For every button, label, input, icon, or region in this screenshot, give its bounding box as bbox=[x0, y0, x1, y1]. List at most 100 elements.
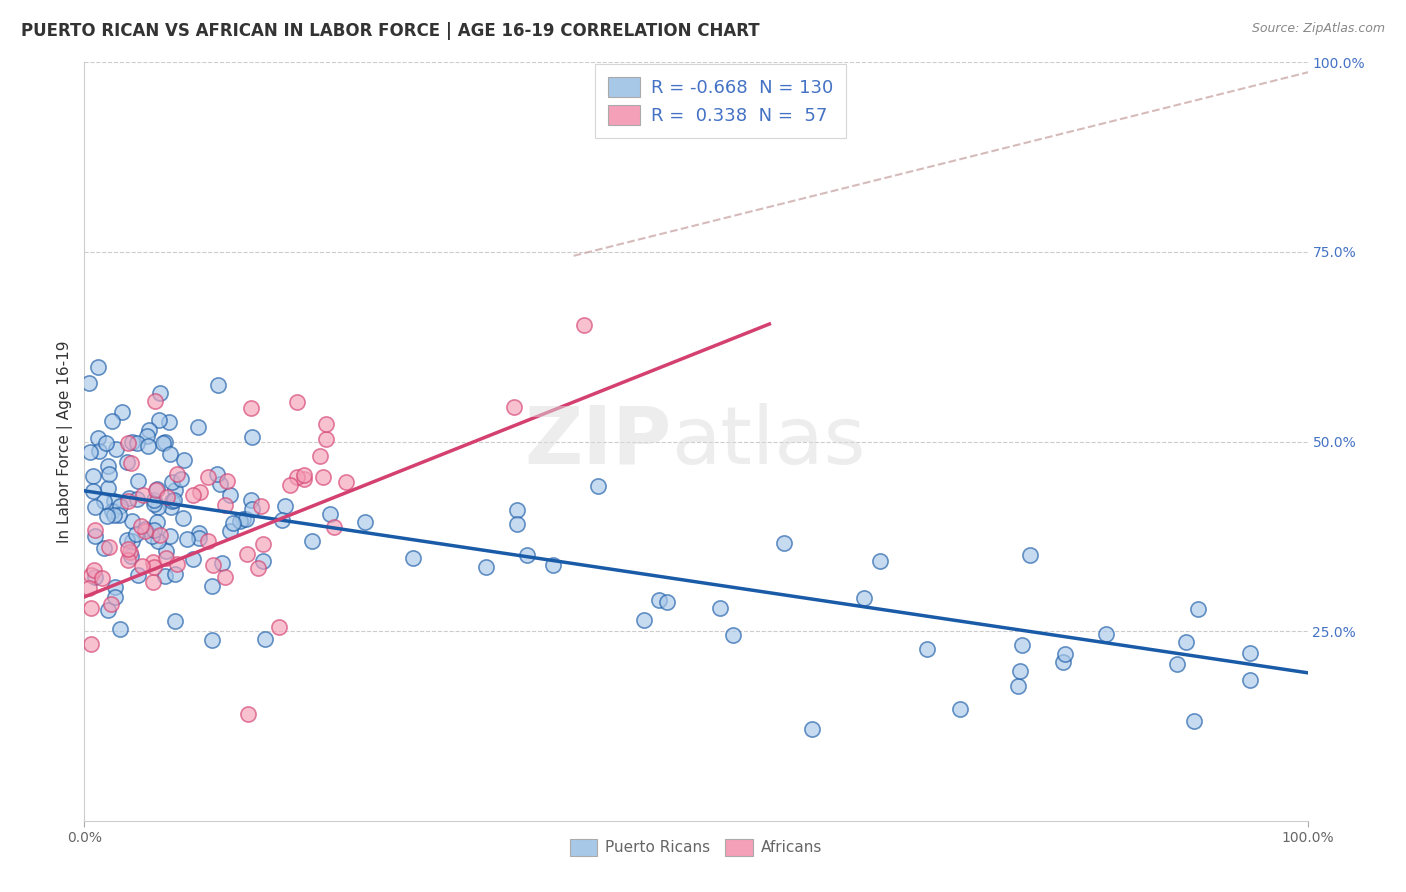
Point bbox=[402, 551, 425, 566]
Point bbox=[87, 359, 110, 374]
Point bbox=[146, 533, 169, 548]
Y-axis label: In Labor Force | Age 16-19: In Labor Force | Age 16-19 bbox=[58, 340, 73, 543]
Point bbox=[80, 600, 103, 615]
Point bbox=[141, 529, 163, 543]
Point bbox=[201, 633, 224, 648]
Point bbox=[97, 481, 120, 495]
Point bbox=[240, 492, 263, 507]
Point bbox=[82, 468, 104, 483]
Point bbox=[149, 386, 172, 401]
Point bbox=[142, 555, 165, 569]
Point bbox=[292, 472, 315, 486]
Legend: Puerto Ricans, Africans: Puerto Ricans, Africans bbox=[564, 832, 828, 863]
Point bbox=[142, 575, 165, 590]
Point bbox=[172, 511, 194, 525]
Point bbox=[852, 591, 875, 605]
Point bbox=[197, 534, 219, 549]
Point bbox=[1054, 647, 1077, 661]
Point bbox=[159, 529, 181, 543]
Point bbox=[160, 493, 183, 508]
Point bbox=[240, 502, 263, 516]
Point bbox=[312, 470, 335, 484]
Point bbox=[1166, 657, 1188, 672]
Point bbox=[236, 547, 259, 561]
Point bbox=[125, 527, 148, 541]
Point bbox=[217, 474, 239, 488]
Point bbox=[335, 475, 357, 489]
Point bbox=[165, 566, 187, 581]
Point bbox=[117, 494, 139, 508]
Point bbox=[111, 405, 134, 419]
Point bbox=[214, 569, 236, 583]
Point bbox=[77, 376, 100, 390]
Point bbox=[97, 602, 120, 616]
Point bbox=[125, 435, 148, 450]
Point bbox=[160, 475, 183, 490]
Point bbox=[77, 581, 100, 595]
Point bbox=[145, 483, 167, 497]
Point bbox=[236, 706, 259, 721]
Point bbox=[222, 516, 245, 530]
Point bbox=[121, 514, 143, 528]
Point bbox=[353, 515, 375, 529]
Point bbox=[93, 541, 115, 555]
Point bbox=[1019, 548, 1042, 562]
Point bbox=[205, 467, 228, 482]
Point bbox=[136, 439, 159, 453]
Point bbox=[100, 504, 122, 518]
Point bbox=[165, 483, 187, 497]
Point bbox=[655, 595, 678, 609]
Point bbox=[516, 548, 538, 562]
Point bbox=[207, 377, 229, 392]
Point bbox=[647, 593, 669, 607]
Point bbox=[949, 702, 972, 716]
Point bbox=[543, 558, 565, 573]
Point bbox=[117, 491, 139, 505]
Point bbox=[219, 488, 242, 502]
Point bbox=[187, 420, 209, 434]
Point bbox=[120, 456, 142, 470]
Point bbox=[869, 554, 891, 568]
Point bbox=[1175, 635, 1198, 649]
Point bbox=[173, 453, 195, 467]
Point bbox=[104, 590, 127, 604]
Point bbox=[201, 558, 224, 572]
Point bbox=[107, 508, 129, 522]
Point bbox=[169, 472, 191, 486]
Point bbox=[146, 515, 169, 529]
Text: atlas: atlas bbox=[672, 402, 866, 481]
Point bbox=[252, 554, 274, 568]
Point bbox=[1239, 646, 1261, 660]
Point bbox=[146, 482, 169, 496]
Point bbox=[252, 537, 274, 551]
Point bbox=[292, 468, 315, 483]
Point bbox=[915, 642, 938, 657]
Point bbox=[138, 423, 160, 437]
Point bbox=[197, 470, 219, 484]
Point bbox=[115, 533, 138, 548]
Point bbox=[94, 435, 117, 450]
Point bbox=[142, 560, 165, 574]
Point bbox=[322, 520, 344, 534]
Point bbox=[1052, 655, 1074, 669]
Point bbox=[176, 533, 198, 547]
Text: PUERTO RICAN VS AFRICAN IN LABOR FORCE | AGE 16-19 CORRELATION CHART: PUERTO RICAN VS AFRICAN IN LABOR FORCE |… bbox=[21, 22, 759, 40]
Point bbox=[103, 494, 125, 508]
Point bbox=[127, 491, 149, 506]
Point bbox=[315, 417, 337, 432]
Point bbox=[155, 544, 177, 558]
Point bbox=[270, 514, 292, 528]
Point bbox=[142, 492, 165, 507]
Point bbox=[155, 568, 177, 582]
Point bbox=[721, 628, 744, 642]
Point bbox=[110, 622, 132, 636]
Point bbox=[240, 401, 263, 415]
Point bbox=[1007, 679, 1029, 693]
Point bbox=[181, 488, 204, 502]
Point bbox=[83, 563, 105, 577]
Point bbox=[146, 500, 169, 515]
Point bbox=[285, 470, 308, 484]
Point bbox=[229, 514, 252, 528]
Point bbox=[117, 552, 139, 566]
Point bbox=[181, 552, 204, 566]
